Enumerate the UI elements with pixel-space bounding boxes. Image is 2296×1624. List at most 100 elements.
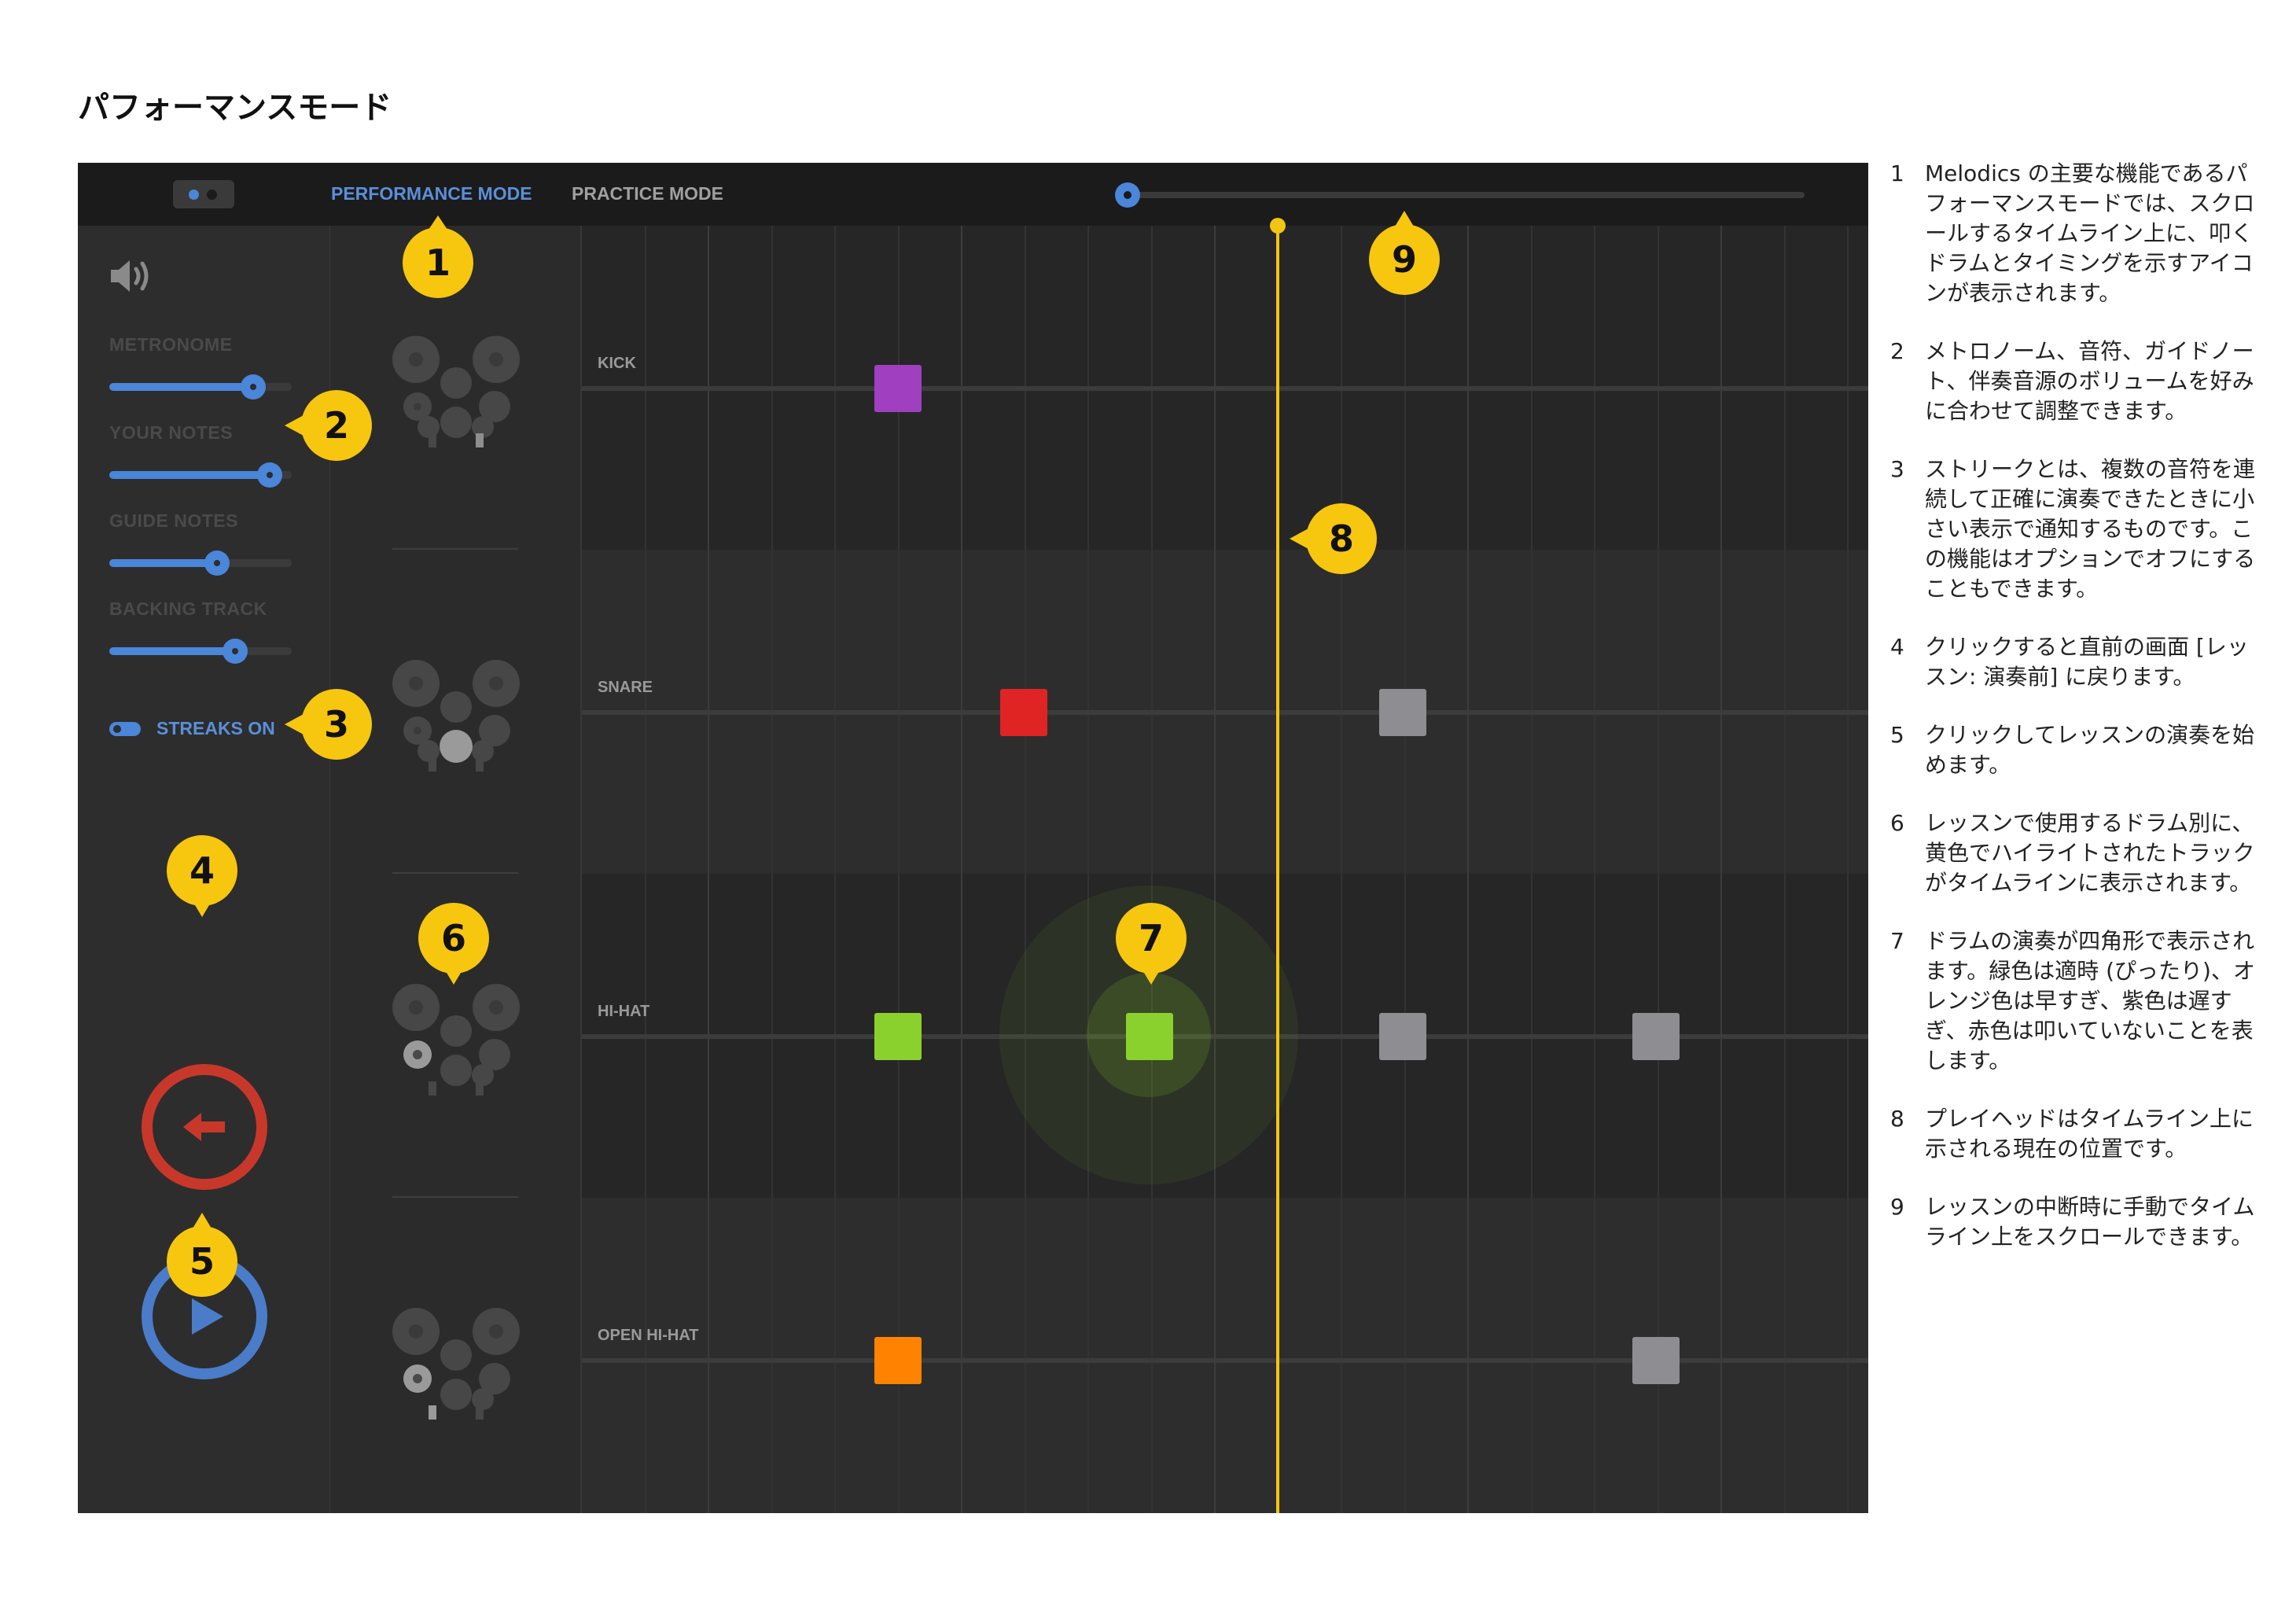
back-arrow-icon bbox=[183, 1113, 225, 1141]
explanation-item: 3 ストリークとは、複数の音符を連続して正確に演奏できたときに小さい表示で通知する… bbox=[1890, 455, 2260, 604]
grid-line bbox=[1024, 226, 1026, 1513]
callout-6: 6 bbox=[418, 903, 489, 985]
track-label-hihat: HI-HAT bbox=[598, 1003, 650, 1020]
grid-line bbox=[1847, 226, 1849, 1513]
note-open-hihat-upcoming bbox=[1632, 1337, 1680, 1384]
tab-practice-mode[interactable]: PRACTICE MODE bbox=[572, 183, 723, 204]
grid-line bbox=[1530, 226, 1533, 1513]
explanation-item: 7 ドラムの演奏が四角形で表示されます。緑色は適時 (ぴったり)、オレンジ色は早す… bbox=[1890, 926, 2260, 1076]
explanation-item: 4 クリックすると直前の画面 [レッスン: 演奏前] に戻ります。 bbox=[1890, 632, 2260, 692]
toggle-icon[interactable] bbox=[173, 180, 234, 208]
note-snare-missed bbox=[1000, 689, 1047, 736]
svg-text:3: 3 bbox=[324, 703, 349, 746]
backing-track-slider[interactable] bbox=[109, 639, 292, 664]
explanation-item: 6 レッスンで使用するドラム別に、黄色でハイライトされたトラックがタイムラインに表… bbox=[1890, 808, 2260, 898]
explanation-item: 9 レッスンの中断時に手動でタイムライン上をスクロールできます。 bbox=[1890, 1192, 2260, 1252]
explanation-number: 3 bbox=[1890, 456, 1904, 482]
track-label-open-hihat: OPEN HI-HAT bbox=[598, 1327, 699, 1344]
page-title: パフォーマンスモード bbox=[78, 90, 392, 126]
back-button[interactable] bbox=[138, 1061, 270, 1193]
callout-1: 1 bbox=[403, 215, 473, 298]
drum-kit-column bbox=[330, 226, 580, 1513]
grid-line bbox=[834, 226, 836, 1513]
svg-text:1: 1 bbox=[425, 241, 451, 284]
timeline-scrubber[interactable] bbox=[1128, 192, 1805, 198]
explanation-text: Melodics の主要な機能であるパフォーマンスモードでは、スクロールするタイ… bbox=[1925, 160, 2255, 306]
track-line bbox=[581, 710, 1868, 715]
note-snare-upcoming bbox=[1379, 689, 1426, 736]
track-line bbox=[581, 1358, 1868, 1363]
drum-kit-icon bbox=[392, 660, 520, 771]
svg-text:4: 4 bbox=[189, 849, 215, 892]
callout-4: 4 bbox=[167, 835, 237, 917]
callout-9: 9 bbox=[1369, 211, 1440, 295]
grid-line bbox=[771, 226, 773, 1513]
your-notes-label: YOUR NOTES bbox=[109, 422, 234, 443]
tab-performance-mode[interactable]: PERFORMANCE MODE bbox=[331, 183, 532, 204]
callout-2: 2 bbox=[285, 390, 372, 461]
callout-3: 3 bbox=[285, 689, 372, 760]
metronome-label: METRONOME bbox=[109, 334, 233, 355]
explanation-item: 2 メトロノーム、音符、ガイドノート、伴奏音源のボリュームを好みに合わせて調整でき… bbox=[1890, 337, 2260, 426]
explanation-item: 1 Melodics の主要な機能であるパフォーマンスモードでは、スクロールするタ… bbox=[1890, 159, 2260, 308]
explanation-text: クリックすると直前の画面 [レッスン: 演奏前] に戻ります。 bbox=[1925, 634, 2249, 690]
grid-line bbox=[1720, 226, 1722, 1513]
speaker-icon[interactable] bbox=[108, 254, 155, 298]
drum-kit-icon bbox=[392, 1308, 520, 1420]
explanation-number: 7 bbox=[1890, 928, 1904, 954]
explanation-number: 1 bbox=[1890, 160, 1904, 186]
top-bar: PERFORMANCE MODE PRACTICE MODE bbox=[78, 163, 1868, 226]
callout-5: 5 bbox=[167, 1213, 237, 1297]
drum-separator bbox=[392, 872, 518, 874]
grid-line bbox=[644, 226, 646, 1513]
playhead-top-dot bbox=[1270, 218, 1286, 234]
grid-line bbox=[961, 226, 962, 1513]
note-kick-late bbox=[874, 365, 922, 412]
playhead[interactable] bbox=[1276, 226, 1279, 1513]
app-window: PERFORMANCE MODE PRACTICE MODE KICK SNAR… bbox=[78, 163, 1868, 1513]
grid-line bbox=[1657, 226, 1659, 1513]
grid-line bbox=[1594, 226, 1595, 1513]
explanation-text: ドラムの演奏が四角形で表示されます。緑色は適時 (ぴったり)、オレンジ色は早すぎ… bbox=[1925, 928, 2255, 1073]
callout-7: 7 bbox=[1116, 903, 1187, 985]
note-open-hihat-early bbox=[874, 1337, 922, 1384]
track-label-kick: KICK bbox=[598, 355, 636, 372]
grid-line bbox=[1404, 226, 1406, 1513]
play-icon bbox=[192, 1298, 223, 1335]
drum-kit-icon bbox=[392, 984, 520, 1096]
grid-line bbox=[1783, 226, 1786, 1513]
svg-text:9: 9 bbox=[1392, 238, 1417, 281]
explanation-text: ストリークとは、複数の音符を連続して正確に演奏できたときに小さい表示で通知するも… bbox=[1925, 456, 2256, 602]
metronome-slider[interactable] bbox=[109, 374, 292, 400]
streaks-label[interactable]: STREAKS ON bbox=[156, 718, 275, 738]
note-hihat-ontime bbox=[874, 1013, 922, 1060]
grid-line bbox=[1214, 226, 1216, 1513]
svg-text:5: 5 bbox=[189, 1240, 215, 1283]
explanation-text: レッスンの中断時に手動でタイムライン上をスクロールできます。 bbox=[1925, 1194, 2255, 1250]
explanation-number: 2 bbox=[1890, 338, 1904, 364]
backing-track-label: BACKING TRACK bbox=[109, 598, 267, 619]
your-notes-slider[interactable] bbox=[109, 462, 292, 488]
svg-text:8: 8 bbox=[1329, 517, 1354, 560]
note-hihat-upcoming bbox=[1379, 1013, 1426, 1060]
drum-separator bbox=[392, 1196, 518, 1198]
explanation-text: クリックしてレッスンの演奏を始めます。 bbox=[1925, 722, 2255, 778]
grid-line bbox=[1150, 226, 1153, 1513]
grid-line bbox=[708, 226, 709, 1513]
grid-line bbox=[1087, 226, 1089, 1513]
explanation-text: プレイヘッドはタイムライン上に示される現在の位置です。 bbox=[1925, 1106, 2254, 1162]
explanation-number: 5 bbox=[1890, 722, 1904, 748]
timeline-scrubber-handle[interactable] bbox=[1115, 182, 1140, 208]
explanation-number: 9 bbox=[1890, 1194, 1904, 1220]
grid-line bbox=[1467, 226, 1469, 1513]
track-line bbox=[581, 386, 1868, 391]
explanation-item: 5 クリックしてレッスンの演奏を始めます。 bbox=[1890, 720, 2260, 780]
streaks-toggle[interactable] bbox=[109, 722, 141, 736]
explanation-item: 8 プレイヘッドはタイムライン上に示される現在の位置です。 bbox=[1890, 1104, 2260, 1164]
callout-8: 8 bbox=[1290, 503, 1377, 574]
track-line bbox=[581, 1034, 1868, 1039]
svg-text:6: 6 bbox=[441, 917, 466, 959]
guide-notes-slider[interactable] bbox=[109, 551, 292, 576]
note-hihat-ontime bbox=[1126, 1013, 1173, 1060]
explanation-text: メトロノーム、音符、ガイドノート、伴奏音源のボリュームを好みに合わせて調整できま… bbox=[1925, 338, 2254, 424]
